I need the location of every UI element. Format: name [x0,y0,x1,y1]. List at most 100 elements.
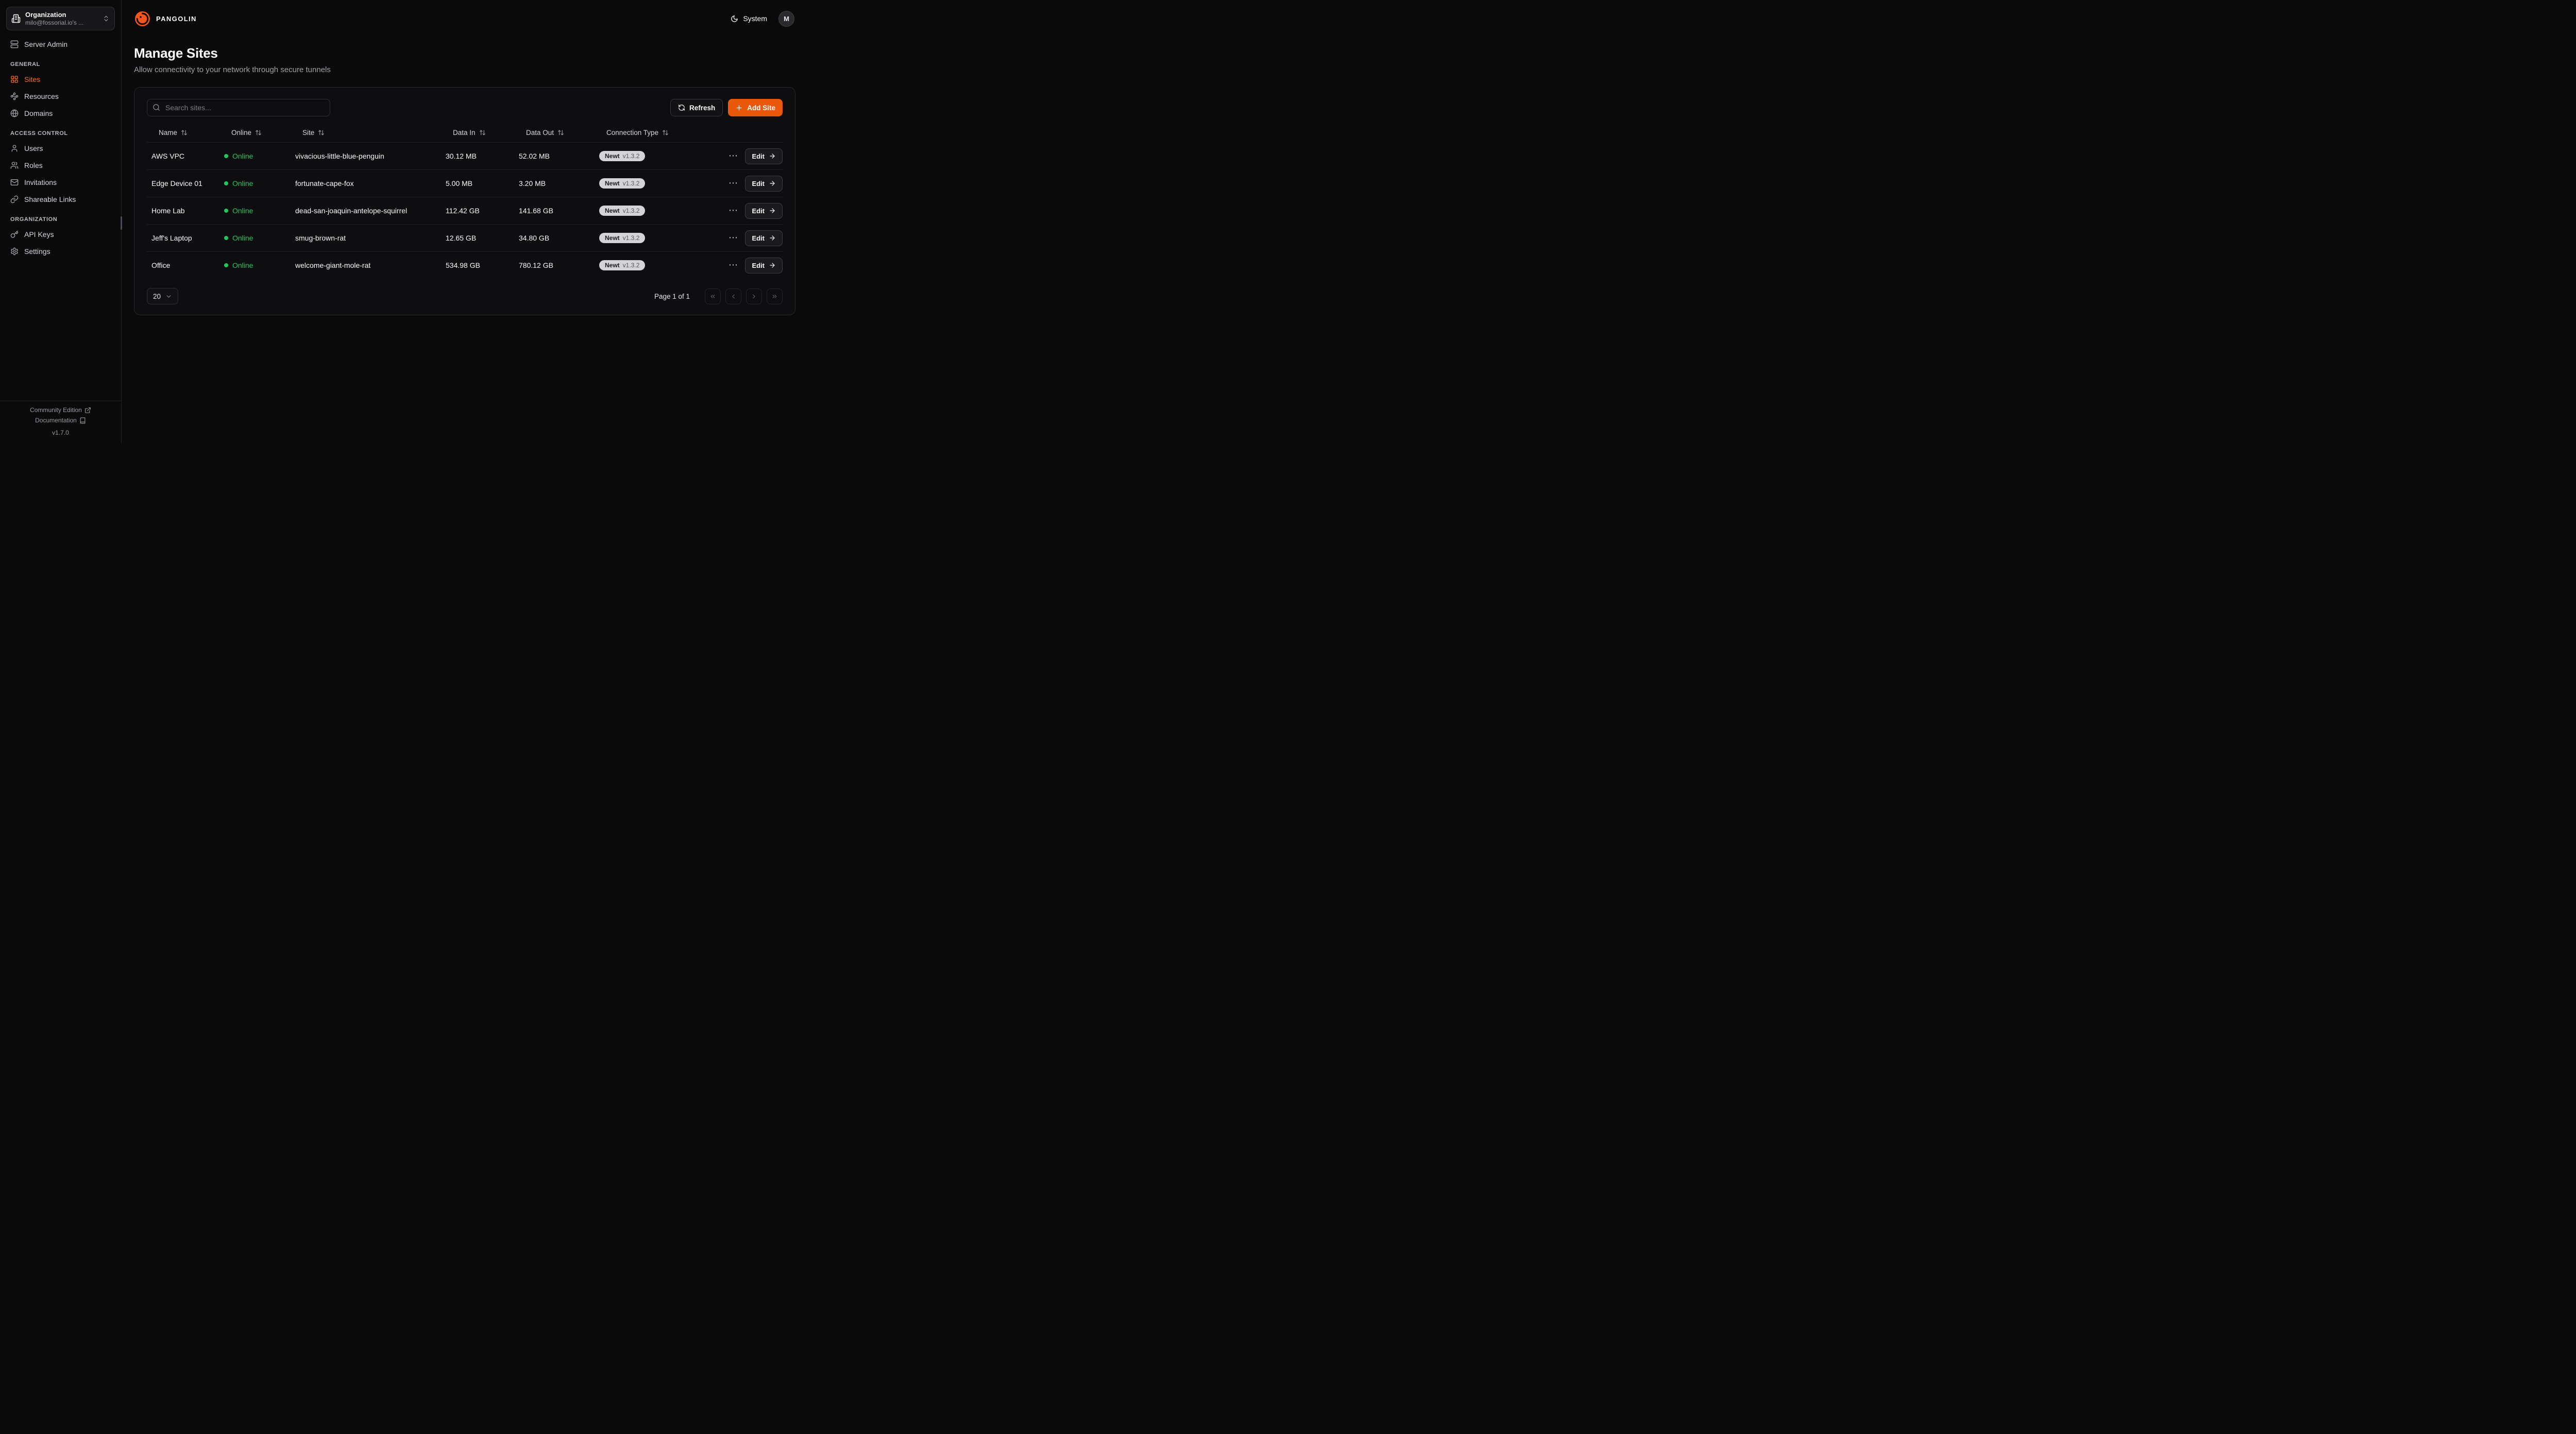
sidebar-item-invitations[interactable]: Invitations [6,175,115,190]
table-footer: 20 Page 1 of 1 [147,288,783,304]
cell-online: Online [224,179,295,187]
brand-logo[interactable]: PANGOLIN [134,10,197,27]
cell-connection-type: Newt v1.3.2 [599,233,724,243]
community-edition-label: Community Edition [30,406,82,414]
row-actions-menu-button[interactable]: ⋯ [724,259,742,272]
page-size-select[interactable]: 20 [147,288,179,304]
sidebar-item-label: Resources [24,92,59,101]
online-dot [224,263,228,267]
next-page-button[interactable] [746,288,762,304]
theme-toggle[interactable]: System [731,14,767,23]
sidebar-item-label: Sites [24,75,41,84]
sidebar-item-settings[interactable]: Settings [6,244,115,259]
refresh-icon [679,105,685,111]
connection-version: v1.3.2 [622,234,640,242]
connection-type-badge: Newt v1.3.2 [599,260,646,270]
waypoints-icon [10,92,19,100]
cell-name: AWS VPC [151,152,185,160]
edit-button[interactable]: Edit [745,175,783,192]
cell-online: Online [224,152,295,160]
pagination-controls: Page 1 of 1 [654,288,783,304]
chevrons-up-down-icon [104,15,108,22]
sort-icon [318,130,325,135]
sidebar-item-roles[interactable]: Roles [6,158,115,173]
row-actions-menu-button[interactable]: ⋯ [724,204,742,217]
cell-data-in: 112.42 GB [446,207,480,215]
plus-icon [736,105,742,110]
avatar[interactable]: M [778,10,794,27]
sort-icon [181,130,187,135]
sidebar-item-api-keys[interactable]: API Keys [6,227,115,242]
org-title: Organization [25,11,66,19]
brand-name: PANGOLIN [156,14,197,23]
sidebar-item-shareable-links[interactable]: Shareable Links [6,192,115,207]
section-label-organization: ORGANIZATION [10,216,58,223]
user-icon [11,145,18,152]
cell-connection-type: Newt v1.3.2 [599,178,724,189]
sort-icon [558,130,564,135]
previous-page-button[interactable] [725,288,741,304]
sidebar-item-label: Invitations [24,178,57,187]
table-row: Jeff's Laptop Online smug-brown-rat 12.6… [147,224,783,251]
online-dot [224,236,228,240]
row-actions-menu-button[interactable]: ⋯ [724,177,742,190]
cell-site: dead-san-joaquin-antelope-squirrel [295,207,408,215]
edit-button[interactable]: Edit [745,257,783,274]
refresh-button[interactable]: Refresh [670,99,723,116]
sidebar-footer: Community Edition Documentation v1.7.0 [0,400,121,443]
search-input[interactable] [147,99,330,116]
chevrons-right-icon [772,294,777,298]
cell-data-in: 534.98 GB [446,261,480,269]
building-icon [11,14,21,23]
cell-data-in: 12.65 GB [446,234,477,242]
sidebar-item-sites[interactable]: Sites [6,72,115,87]
sidebar-item-users[interactable]: Users [6,141,115,156]
connection-type-badge: Newt v1.3.2 [599,233,646,243]
org-picker[interactable]: Organization milo@fossorial.io's ... [6,7,115,31]
column-header-online[interactable]: Online [224,129,295,136]
last-page-button[interactable] [767,288,783,304]
column-header-data-in[interactable]: Data In [446,129,519,136]
column-label: Name [159,128,178,136]
sort-icon [256,130,261,135]
table-row: Edge Device 01 Online fortunate-cape-fox… [147,169,783,197]
key-icon [10,230,19,238]
edit-button[interactable]: Edit [745,202,783,219]
row-actions-menu-button[interactable]: ⋯ [724,149,742,163]
column-header-site[interactable]: Site [295,129,446,136]
sidebar-item-domains[interactable]: Domains [6,106,115,121]
connection-name: Newt [605,262,620,269]
arrow-right-icon [770,153,775,159]
sort-icon [479,130,485,135]
add-site-button[interactable]: Add Site [728,99,783,116]
sidebar-item-server-admin[interactable]: Server Admin [6,37,115,52]
column-header-data-out[interactable]: Data Out [519,129,599,136]
page-subtitle: Allow connectivity to your network throu… [134,65,331,74]
sidebar-nav: Server Admin GENERAL Sites Resources Dom… [0,32,121,261]
column-label: Online [231,128,252,136]
chevron-down-icon [166,295,171,298]
cell-site: smug-brown-rat [295,234,346,242]
app-root: Organization milo@fossorial.io's ... Ser… [0,0,808,443]
sites-table: Name Online Site Data In [147,123,783,279]
chevron-right-icon [753,294,755,298]
community-edition-link[interactable]: Community Edition [30,406,91,414]
column-header-name[interactable]: Name [151,129,224,136]
edit-button[interactable]: Edit [745,148,783,164]
globe-icon [10,109,19,117]
cell-data-in: 30.12 MB [446,152,477,160]
toolbar-actions: Refresh Add Site [670,99,783,116]
first-page-button[interactable] [705,288,721,304]
documentation-label: Documentation [35,416,77,424]
topbar-right: System M [731,10,794,27]
sidebar-item-label: API Keys [24,230,54,239]
sidebar-resize-handle[interactable] [121,216,122,230]
sidebar-item-resources[interactable]: Resources [6,89,115,104]
topbar: PANGOLIN System M [122,0,808,37]
documentation-link[interactable]: Documentation [35,417,86,424]
column-header-connection-type[interactable]: Connection Type [599,129,724,136]
row-actions-menu-button[interactable]: ⋯ [724,231,742,245]
theme-label: System [743,14,767,23]
chevron-left-icon [732,294,735,298]
edit-button[interactable]: Edit [745,230,783,246]
